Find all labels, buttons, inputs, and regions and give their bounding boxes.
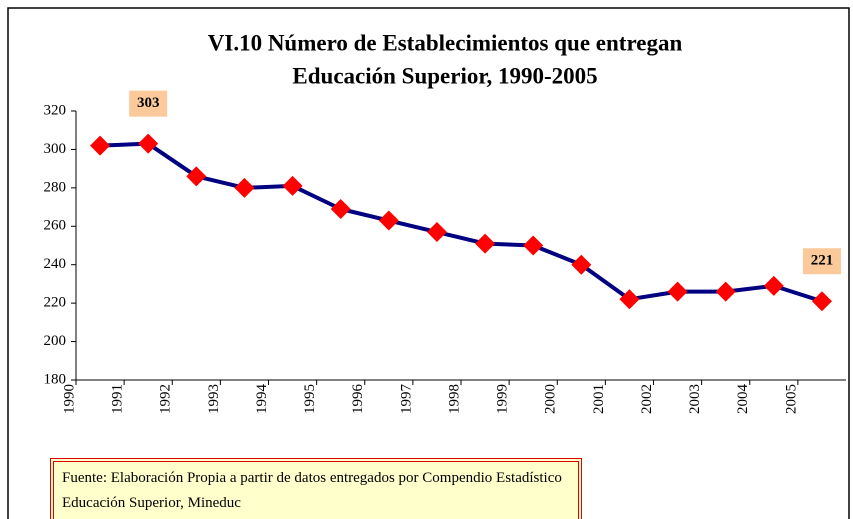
chart-frame: [7, 7, 850, 519]
marker: [330, 198, 351, 219]
marker: [90, 135, 111, 156]
x-tick-label: 1997: [398, 384, 414, 415]
x-tick-label: 2000: [543, 384, 559, 414]
x-tick-label: 1990: [61, 384, 77, 414]
x-tick-label: 1999: [495, 384, 511, 414]
data-label: 221: [811, 253, 834, 269]
series-line: [99, 141, 823, 304]
x-tick-label: 1998: [446, 384, 462, 414]
x-tick-label: 1993: [206, 384, 222, 414]
marker: [186, 166, 207, 187]
source-note: Fuente: Elaboración Propia a partir de d…: [50, 458, 582, 519]
marker: [234, 177, 255, 198]
x-tick-label: 2004: [735, 384, 751, 415]
marker: [811, 291, 832, 312]
y-tick-label: 200: [44, 333, 67, 349]
x-tick-label: 2001: [591, 384, 607, 414]
data-label-box: [129, 90, 168, 117]
chart-title: VI.10 Número de Establecimientos que ent…: [208, 30, 683, 55]
marker: [282, 175, 303, 196]
marker: [138, 133, 159, 154]
x-tick-label: 1992: [158, 384, 174, 414]
chart-title: Educación Superior, 1990-2005: [292, 63, 597, 88]
y-tick-label: 280: [44, 179, 67, 195]
x-tick-label: 1995: [302, 384, 318, 414]
y-tick-label: 180: [44, 371, 67, 387]
y-tick-label: 220: [44, 295, 67, 311]
marker: [523, 235, 544, 256]
y-tick-label: 320: [44, 102, 67, 118]
marker: [715, 281, 736, 302]
x-tick-label: 1994: [254, 384, 270, 415]
data-label: 303: [137, 95, 160, 111]
x-tick-label: 2005: [783, 384, 799, 414]
marker: [378, 210, 399, 231]
y-tick-label: 300: [44, 141, 67, 157]
marker: [426, 222, 447, 243]
x-tick-label: 1991: [110, 384, 126, 414]
x-tick-label: 1996: [350, 384, 366, 415]
x-tick-label: 2003: [687, 384, 703, 414]
marker: [475, 233, 496, 254]
x-tick-label: 2002: [639, 384, 655, 414]
marker: [667, 281, 688, 302]
marker: [763, 275, 784, 296]
marker: [619, 289, 640, 310]
data-label-box: [802, 248, 841, 275]
marker: [571, 254, 592, 275]
y-tick-label: 240: [44, 256, 67, 272]
y-tick-label: 260: [44, 218, 67, 234]
